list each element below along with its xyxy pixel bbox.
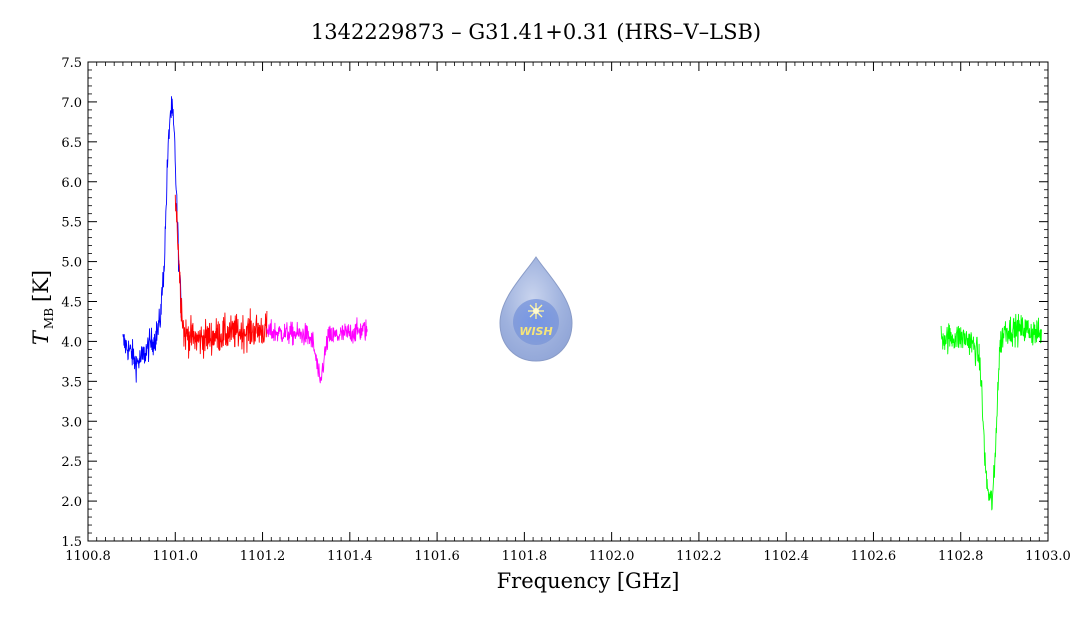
y-tick-label: 2.0	[61, 495, 82, 510]
plot-frame	[87, 61, 1049, 542]
drop-core	[513, 299, 559, 345]
axes: 1100.8 1101.0 1101.2 1101.4 1101.6 1101.8 1102…	[29, 56, 1071, 593]
y-tick-label: 1.5	[61, 535, 82, 550]
series-line-2	[174, 194, 268, 359]
wish-logo: WISH	[499, 256, 573, 362]
x-tick-label: 1102.0	[589, 549, 635, 564]
x-tick-label: 1102.8	[938, 549, 984, 564]
logo-text: WISH	[519, 325, 552, 338]
y-tick-label: 5.0	[61, 256, 82, 271]
series-line-1	[122, 96, 183, 383]
x-tick-label: 1102.4	[763, 549, 809, 564]
y-tick-label: 6.0	[61, 176, 82, 191]
chart-title: 1342229873 – G31.41+0.31 (HRS–V–LSB)	[311, 20, 761, 44]
x-tick-label: 1101.4	[327, 549, 373, 564]
y-axis-label: TMB[K]	[29, 270, 56, 345]
x-tick-label: 1100.8	[65, 549, 111, 564]
x-tick-label: 1103.0	[1025, 549, 1071, 564]
y-tick-label: 4.0	[61, 335, 82, 350]
x-tick-label: 1101.6	[414, 549, 460, 564]
x-tick-label: 1102.6	[851, 549, 897, 564]
y-tick-label: 3.0	[61, 415, 82, 430]
y-tick-label: 4.5	[61, 296, 82, 311]
x-tick-label: 1101.2	[240, 549, 286, 564]
y-tick-label: 2.5	[61, 455, 82, 470]
y-tick-label: 3.5	[61, 375, 82, 390]
y-tick-label: 5.5	[61, 216, 82, 231]
series-line-3	[266, 317, 368, 384]
x-tick-label: 1101.8	[502, 549, 548, 564]
x-axis-label: Frequency [GHz]	[497, 569, 680, 593]
x-tick-label: 1102.2	[676, 549, 722, 564]
series-line-4	[940, 313, 1042, 511]
y-tick-label: 7.0	[61, 96, 82, 111]
y-tick-label: 6.5	[61, 136, 82, 151]
series-layer	[122, 96, 1042, 511]
x-tick-label: 1101.0	[153, 549, 199, 564]
y-tick-label: 7.5	[61, 56, 82, 71]
